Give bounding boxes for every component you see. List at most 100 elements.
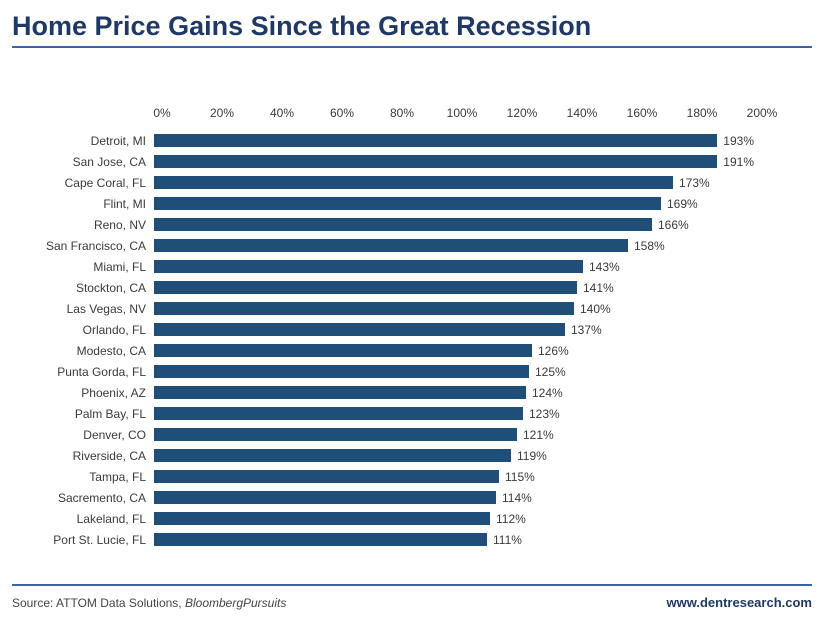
value-label: 121% <box>523 427 554 442</box>
source-publication: BloombergPursuits <box>184 595 287 610</box>
x-tick-label: 0% <box>153 106 171 121</box>
bar-area: 121% <box>154 428 754 442</box>
bar-row: Stockton, CA 141% <box>0 277 824 298</box>
footer-divider <box>12 584 812 586</box>
bar <box>154 302 574 316</box>
x-tick-label: 100% <box>446 106 478 121</box>
bar-row: Punta Gorda, FL 125% <box>0 361 824 382</box>
bar-row: Sacremento, CA 114% <box>0 487 824 508</box>
bar <box>154 134 718 148</box>
bar-area: 125% <box>154 365 754 379</box>
category-label: San Francisco, CA <box>45 238 146 253</box>
bar-area: 191% <box>154 155 754 169</box>
bar <box>154 386 526 400</box>
bar <box>154 470 499 484</box>
value-label: 191% <box>723 154 754 169</box>
bar-row: Cape Coral, FL 173% <box>0 172 824 193</box>
bar <box>154 281 577 295</box>
chart-title: Home Price Gains Since the Great Recessi… <box>12 11 592 41</box>
bar <box>154 344 532 358</box>
title-divider <box>12 46 812 49</box>
value-label: 119% <box>517 448 547 463</box>
bar-row: San Jose, CA 191% <box>0 151 824 172</box>
bar <box>154 155 718 169</box>
bar-row: Flint, MI 169% <box>0 193 824 214</box>
value-label: 115% <box>505 469 535 484</box>
bar <box>154 197 661 211</box>
bar-row: Port St. Lucie, FL 111% <box>0 529 824 550</box>
bar <box>154 407 523 421</box>
bar-row: San Francisco, CA 158% <box>0 235 824 256</box>
category-label: Lakeland, FL <box>76 511 146 526</box>
value-label: 123% <box>529 406 560 421</box>
bar <box>154 449 511 463</box>
value-label: 112% <box>496 511 526 526</box>
value-label: 173% <box>679 175 710 190</box>
category-label: Detroit, MI <box>90 133 146 148</box>
website-link: www.dentresearch.com <box>666 595 812 610</box>
category-label: Miami, FL <box>93 259 146 274</box>
x-tick-label: 80% <box>389 106 415 121</box>
bar <box>154 218 652 232</box>
bar-area: 173% <box>154 176 754 190</box>
bar <box>154 365 529 379</box>
bar-area: 158% <box>154 239 754 253</box>
bar-row: Miami, FL 143% <box>0 256 824 277</box>
value-label: 193% <box>723 133 754 148</box>
bar-row: Denver, CO 121% <box>0 424 824 445</box>
bar-area: 143% <box>154 260 754 274</box>
category-label: Palm Bay, FL <box>74 406 146 421</box>
bar-area: 169% <box>154 197 754 211</box>
x-tick-label: 200% <box>746 106 778 121</box>
value-label: 137% <box>571 322 602 337</box>
category-label: Port St. Lucie, FL <box>53 532 146 547</box>
bar-area: 166% <box>154 218 754 232</box>
x-tick-label: 140% <box>566 106 598 121</box>
bar-area: 140% <box>154 302 754 316</box>
category-label: Denver, CO <box>83 427 146 442</box>
bar-area: 141% <box>154 281 754 295</box>
value-label: 158% <box>634 238 665 253</box>
bar-area: 114% <box>154 491 754 505</box>
source-text: Source: ATTOM Data Solutions, BloombergP… <box>12 596 286 610</box>
x-tick-label: 20% <box>209 106 235 121</box>
bar-rows: Detroit, MI 193% San Jose, CA 191% Cape Cora… <box>0 130 824 550</box>
value-label: 166% <box>658 217 689 232</box>
category-label: San Jose, CA <box>72 154 146 169</box>
category-label: Flint, MI <box>103 196 146 211</box>
bar-row: Detroit, MI 193% <box>0 130 824 151</box>
category-label: Modesto, CA <box>76 343 146 358</box>
x-tick-label: 40% <box>269 106 295 121</box>
bar-area: 124% <box>154 386 754 400</box>
category-label: Orlando, FL <box>82 322 146 337</box>
bar <box>154 239 628 253</box>
category-label: Reno, NV <box>93 217 146 232</box>
value-label: 141% <box>583 280 614 295</box>
bar-row: Las Vegas, NV 140% <box>0 298 824 319</box>
category-label: Las Vegas, NV <box>66 301 146 316</box>
x-tick-label: 60% <box>329 106 355 121</box>
category-label: Punta Gorda, FL <box>57 364 146 379</box>
bar-area: 115% <box>154 470 754 484</box>
category-label: Riverside, CA <box>72 448 146 463</box>
category-label: Phoenix, AZ <box>81 385 146 400</box>
source-prefix: Source: ATTOM Data Solutions, <box>12 595 185 610</box>
bar-area: 119% <box>154 449 754 463</box>
bar-row: Orlando, FL 137% <box>0 319 824 340</box>
x-axis: 0% 20% 40% 60% 80% 100% 120% 140% 160% 180% 200% <box>153 106 777 124</box>
footer: Source: ATTOM Data Solutions, BloombergP… <box>12 595 812 610</box>
bar <box>154 323 565 337</box>
bar-row: Riverside, CA 119% <box>0 445 824 466</box>
x-tick-label: 160% <box>626 106 658 121</box>
bar-area: 123% <box>154 407 754 421</box>
bar-row: Reno, NV 166% <box>0 214 824 235</box>
bar-area: 126% <box>154 344 754 358</box>
bar-area: 112% <box>154 512 754 526</box>
bar-row: Tampa, FL 115% <box>0 466 824 487</box>
bar-area: 193% <box>154 134 754 148</box>
bar <box>154 533 487 547</box>
bar-row: Lakeland, FL 112% <box>0 508 824 529</box>
category-label: Cape Coral, FL <box>64 175 146 190</box>
x-tick-label: 120% <box>506 106 538 121</box>
